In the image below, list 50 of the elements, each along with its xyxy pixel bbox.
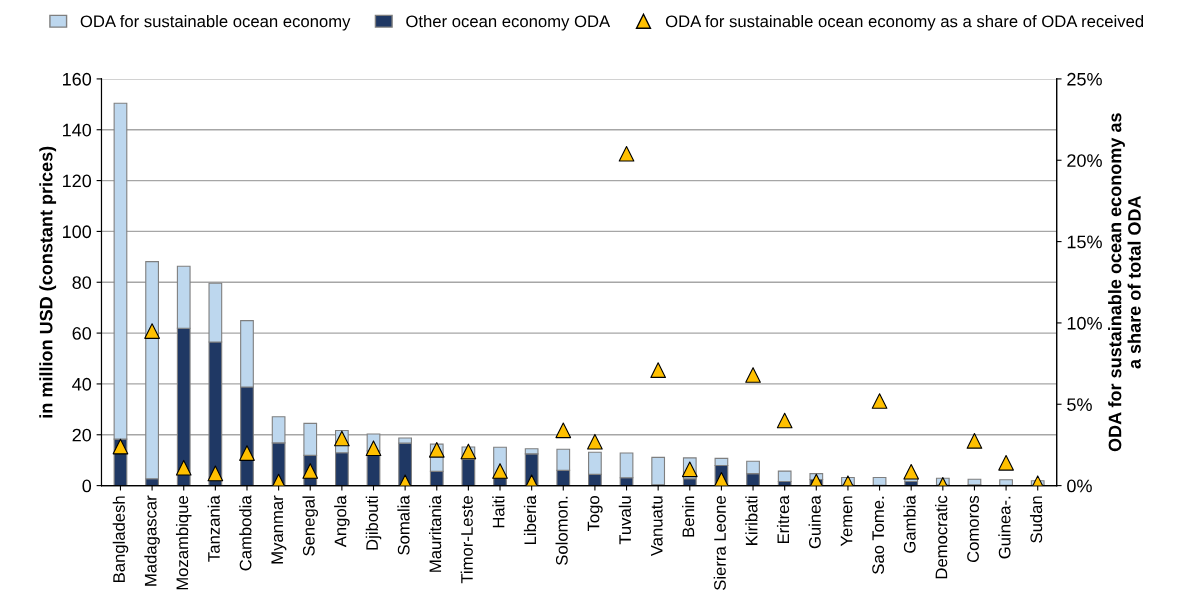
- x-tick-label: Liberia: [523, 495, 537, 544]
- y-tick-label: 140: [63, 123, 92, 137]
- x-tick-label: Sierra Leone: [713, 496, 726, 590]
- x-tick-label: Sao Tome.: [872, 496, 885, 574]
- x-tick-label: Haiti: [492, 496, 505, 528]
- x-tick-label: Mozambique: [175, 496, 192, 590]
- y-tick-label: 0: [82, 479, 92, 493]
- x-tick-label: Angola: [334, 495, 350, 548]
- x-tick-label: Sudan: [1029, 496, 1043, 543]
- x-tick-label: Vanuatu: [651, 496, 663, 557]
- x-tick-label: Solomon.: [555, 496, 568, 565]
- y2-tick-label: 10%: [1067, 316, 1102, 330]
- x-tick-label: Djibouti: [365, 496, 382, 550]
- legend-label: Other ocean economy ODA: [406, 15, 611, 31]
- y-tick-label: 120: [63, 174, 92, 188]
- x-tick-label: Gambia: [903, 495, 916, 553]
- x-tick-label: Comoros: [967, 495, 979, 563]
- x-tick-label: Cambodia: [239, 495, 252, 571]
- x-tick-label: Mauritania: [428, 495, 442, 572]
- y-axis-title: in million USD (constant prices): [39, 146, 57, 418]
- y-tick-label: 160: [63, 72, 92, 86]
- x-tick-label: Senegal: [302, 496, 319, 556]
- x-tick-label: Myanmar: [271, 495, 287, 564]
- y2-axis-title: ODA for sustainable ocean economy as a share of total ODA: [1108, 113, 1141, 452]
- x-tick-label: Bangladesh: [112, 496, 129, 582]
- x-tick-label: Kiribati: [745, 496, 758, 545]
- x-tick-label: Eritrea: [776, 495, 790, 544]
- y-tick-label: 20: [72, 428, 92, 442]
- x-tick-label: Guinea: [808, 495, 821, 549]
- y2-tick-label: 25%: [1067, 72, 1102, 86]
- x-tick-label: Tuvalu: [618, 496, 632, 545]
- y-tick-label: 60: [72, 327, 92, 340]
- x-tick-label: Togo: [587, 496, 603, 532]
- y2-tick-label: 20%: [1067, 154, 1102, 167]
- y-tick-label: 100: [63, 225, 92, 239]
- x-tick-label: Yemen: [840, 496, 853, 547]
- y2-tick-label: 0%: [1067, 479, 1092, 493]
- x-tick-label: Guinea-.: [998, 496, 1011, 559]
- y2-tick-label: 5%: [1067, 398, 1092, 411]
- x-tick-label: Timor-Leste: [460, 496, 473, 584]
- y-tick-label: 40: [72, 377, 92, 391]
- y2-tick-label: 15%: [1067, 235, 1102, 249]
- x-tick-label: Somalia: [397, 495, 410, 555]
- legend-label: ODA for sustainable ocean economy as a share of ODA received: [665, 15, 1144, 31]
- x-tick-label: Madagascar: [144, 495, 160, 586]
- x-tick-label: Tanzania: [207, 495, 220, 562]
- legend-label: ODA for sustainable ocean economy: [80, 15, 351, 31]
- x-tick-label: Democratic: [935, 495, 948, 579]
- y-tick-label: 80: [72, 276, 92, 289]
- x-tick-label: Benin: [682, 496, 695, 537]
